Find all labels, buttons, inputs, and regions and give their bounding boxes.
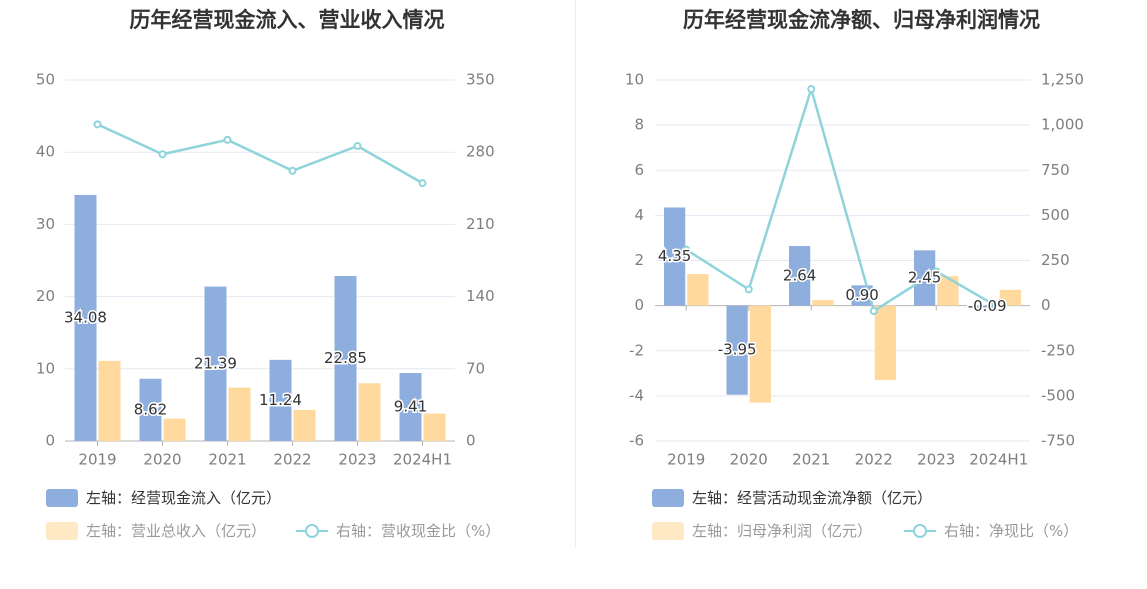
bar-data-label: 0.90 <box>845 286 878 304</box>
bar-primary <box>399 373 422 441</box>
bar-secondary <box>98 360 121 441</box>
bar-secondary <box>163 418 186 441</box>
right-axis-tick-label: 280 <box>466 143 495 161</box>
category-tick-label: 2024H1 <box>969 451 1028 469</box>
ratio-line-point <box>932 267 941 276</box>
right-axis-tick-label: 0 <box>1041 296 1051 314</box>
right-axis-tick-label: -250 <box>1041 341 1075 359</box>
bar-secondary <box>358 383 381 441</box>
left-chart-panel: 历年经营现金流入、营业收入情况 0 0 10 70 20 140 30 210 40 280 50 3… <box>36 8 500 540</box>
bar-secondary <box>874 305 896 381</box>
bar-secondary <box>293 409 316 441</box>
right-chart-panel: 历年经营现金流净额、归母净利润情况 -6 -750 -4 -500 -2 -250 0 0 2 2… <box>576 0 1147 589</box>
right-chart: -6 -750 -4 -500 -2 -250 0 0 2 250 4 500 6 750 8 1,000 10… <box>625 71 1084 469</box>
ratio-line-point <box>869 307 878 316</box>
bar-data-label: 9.41 <box>394 398 427 416</box>
bar-secondary <box>423 413 446 441</box>
category-tick-label: 2019 <box>78 451 116 469</box>
ratio-line-point <box>353 142 362 151</box>
right-axis-tick-label: 1,000 <box>1041 116 1084 134</box>
ratio-line-point <box>807 85 816 94</box>
left-axis-tick-label: 20 <box>36 287 55 305</box>
right-axis-tick-label: 210 <box>466 215 495 233</box>
bar-primary <box>334 276 357 441</box>
ratio-line-point <box>288 166 297 175</box>
category-tick-label: 2019 <box>667 451 705 469</box>
bar-data-label: 8.62 <box>134 400 167 418</box>
category-tick-label: 2024H1 <box>393 451 452 469</box>
category-tick-label: 2022 <box>855 451 893 469</box>
ratio-line-point <box>744 285 753 294</box>
left-axis-tick-label: -2 <box>629 341 644 359</box>
left-axis-tick-label: -6 <box>629 432 644 450</box>
bar-primary <box>269 359 292 441</box>
right-chart-title: 历年经营现金流净额、归母净利润情况 <box>683 8 1040 32</box>
ratio-line-point <box>223 135 232 144</box>
panel-divider <box>575 0 576 548</box>
bar-data-label: -0.09 <box>968 297 1007 315</box>
left-axis-tick-label: 8 <box>634 116 644 134</box>
left-chart: 0 0 10 70 20 140 30 210 40 280 50 350 2019 2020 2021 20… <box>36 71 495 469</box>
bar-primary <box>664 207 686 306</box>
bar-secondary <box>999 289 1021 306</box>
ratio-line-point <box>93 120 102 129</box>
left-axis-tick-label: 0 <box>45 432 55 450</box>
right-axis-tick-label: 140 <box>466 287 495 305</box>
right-axis-tick-label: -750 <box>1041 432 1075 450</box>
bar-primary <box>976 305 998 308</box>
bar-secondary <box>749 305 771 403</box>
right-axis-tick-label: 70 <box>466 359 485 377</box>
bar-data-label: 21.39 <box>194 354 237 372</box>
left-axis-tick-label: 40 <box>36 143 55 161</box>
left-axis-tick-label: 50 <box>36 71 55 89</box>
bar-data-label: 34.08 <box>64 308 107 326</box>
category-tick-label: 2022 <box>273 451 311 469</box>
bar-data-label: 22.85 <box>324 349 367 367</box>
category-tick-label: 2020 <box>143 451 181 469</box>
bar-primary <box>204 286 227 441</box>
category-tick-label: 2021 <box>792 451 830 469</box>
category-tick-label: 2023 <box>917 451 955 469</box>
left-axis-tick-label: 0 <box>634 296 644 314</box>
bar-primary <box>726 305 748 395</box>
right-axis-tick-label: -500 <box>1041 386 1075 404</box>
bar-secondary <box>937 276 959 306</box>
bar-secondary <box>812 299 834 306</box>
bar-data-label: -3.95 <box>718 341 757 359</box>
ratio-line-point <box>682 245 691 254</box>
bar-secondary <box>228 387 251 441</box>
right-axis-tick-label: 750 <box>1041 161 1070 179</box>
ratio-line <box>685 84 1000 313</box>
ratio-line <box>96 123 424 185</box>
bar-data-label: 4.35 <box>658 247 691 265</box>
left-axis-tick-label: 10 <box>36 359 55 377</box>
left-axis-tick-label: -4 <box>629 386 644 404</box>
right-axis-tick-label: 350 <box>466 71 495 89</box>
category-tick-label: 2023 <box>338 451 376 469</box>
ratio-line-point <box>418 179 427 188</box>
ratio-line-point <box>994 303 1003 312</box>
left-chart-title: 历年经营现金流入、营业收入情况 <box>129 8 445 32</box>
category-tick-label: 2021 <box>208 451 246 469</box>
bar-data-label: 2.45 <box>908 268 941 286</box>
bar-secondary <box>687 274 709 306</box>
ratio-line-point <box>158 150 167 159</box>
bar-primary <box>789 246 811 306</box>
right-axis-tick-label: 1,250 <box>1041 71 1084 89</box>
left-axis-tick-label: 4 <box>634 206 644 224</box>
left-axis-tick-label: 6 <box>634 161 644 179</box>
right-axis-tick-label: 0 <box>466 432 476 450</box>
right-axis-tick-label: 250 <box>1041 251 1070 269</box>
bar-primary <box>74 194 97 441</box>
right-axis-tick-label: 500 <box>1041 206 1070 224</box>
bar-data-label: 11.24 <box>259 391 302 409</box>
bar-primary <box>139 378 162 441</box>
bar-data-label: 2.64 <box>783 266 816 284</box>
category-tick-label: 2020 <box>730 451 768 469</box>
left-axis-tick-label: 2 <box>634 251 644 269</box>
left-axis-tick-label: 10 <box>625 71 644 89</box>
left-axis-tick-label: 30 <box>36 215 55 233</box>
